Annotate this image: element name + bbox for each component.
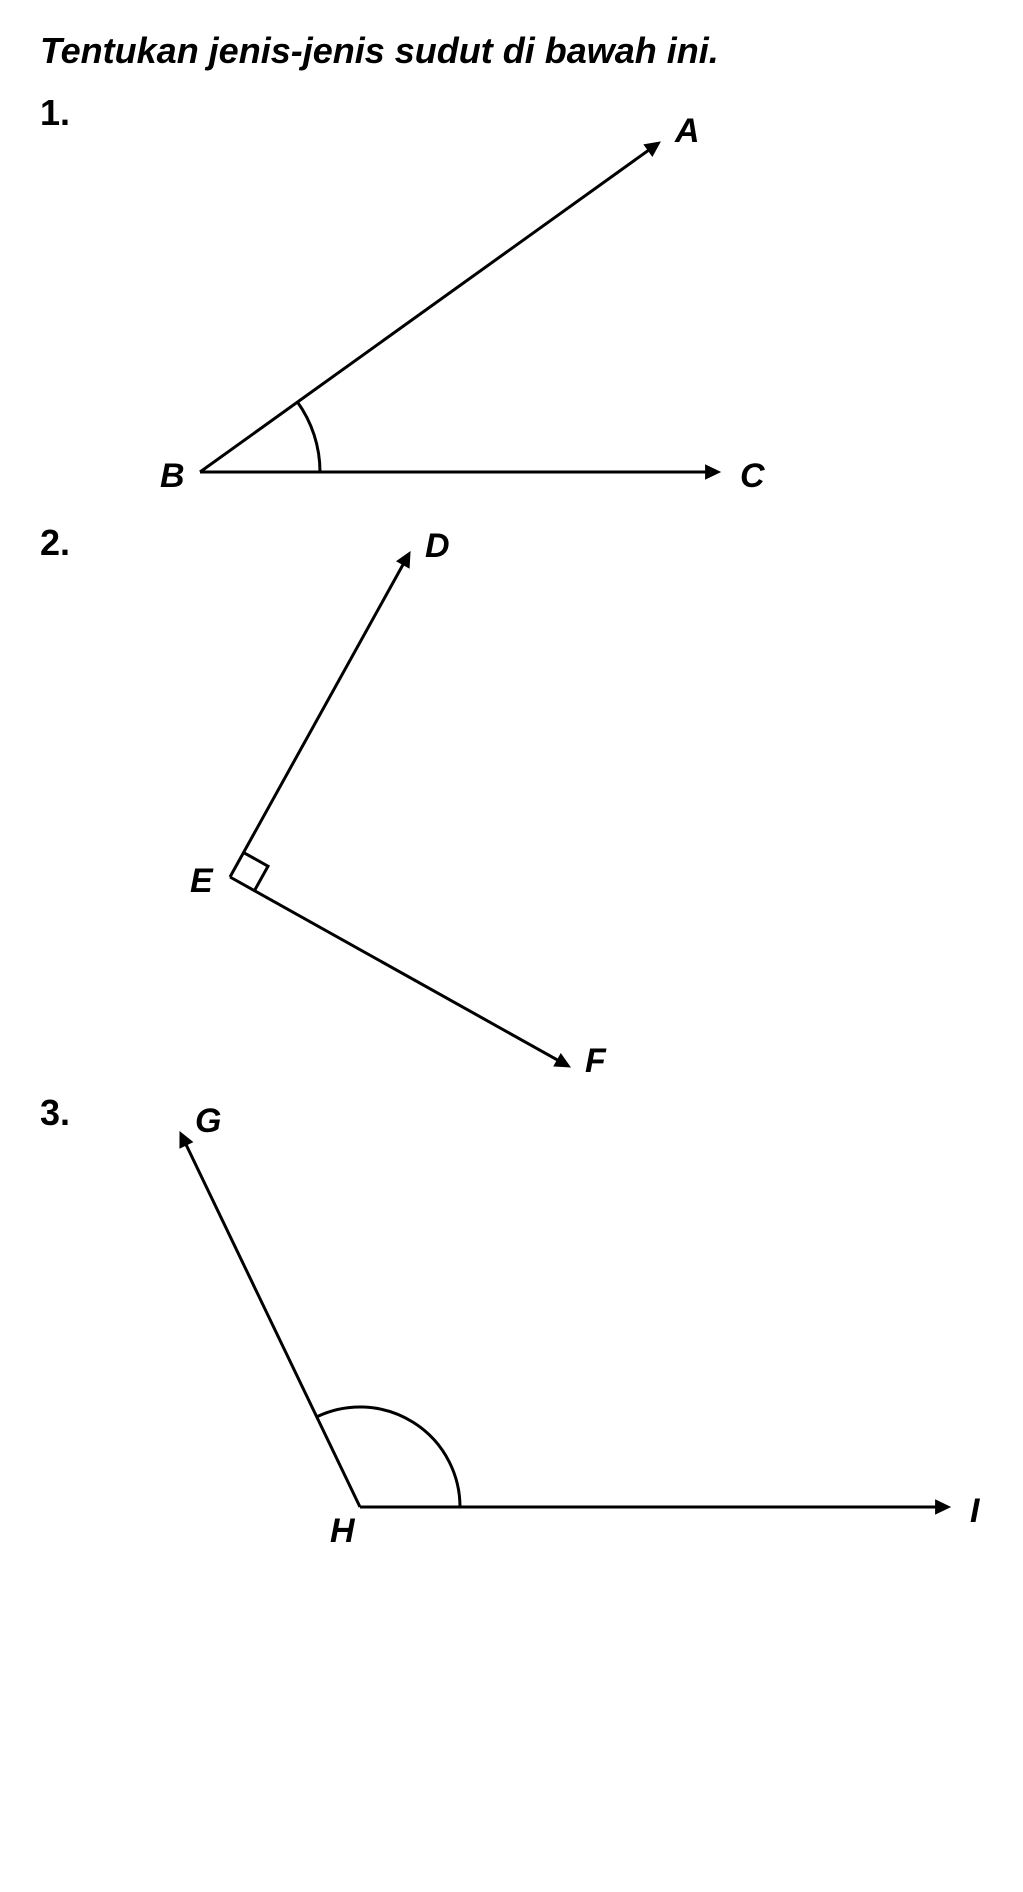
problem-2: 2. E D F bbox=[40, 522, 983, 1082]
svg-text:I: I bbox=[970, 1492, 981, 1530]
problem-3-number: 3. bbox=[40, 1092, 100, 1134]
angle-diagram-3: H G I bbox=[100, 1092, 1000, 1542]
problem-2-number: 2. bbox=[40, 522, 100, 564]
angle-diagram-1: B A C bbox=[100, 92, 800, 512]
svg-text:E: E bbox=[190, 862, 214, 900]
svg-text:D: D bbox=[425, 527, 450, 565]
problem-3-diagram: H G I bbox=[100, 1092, 1000, 1542]
problem-1-diagram: B A C bbox=[100, 92, 983, 512]
svg-text:H: H bbox=[330, 1512, 356, 1542]
page-title: Tentukan jenis-jenis sudut di bawah ini. bbox=[40, 30, 983, 72]
svg-text:C: C bbox=[740, 457, 765, 495]
problem-1: 1. B A C bbox=[40, 92, 983, 512]
angle-diagram-2: E D F bbox=[100, 522, 800, 1082]
svg-text:G: G bbox=[195, 1102, 221, 1140]
svg-text:A: A bbox=[674, 112, 700, 150]
problem-2-diagram: E D F bbox=[100, 522, 983, 1082]
svg-text:F: F bbox=[585, 1042, 607, 1080]
problem-1-number: 1. bbox=[40, 92, 100, 134]
svg-text:B: B bbox=[160, 457, 185, 495]
problem-3: 3. H G I bbox=[40, 1092, 983, 1542]
